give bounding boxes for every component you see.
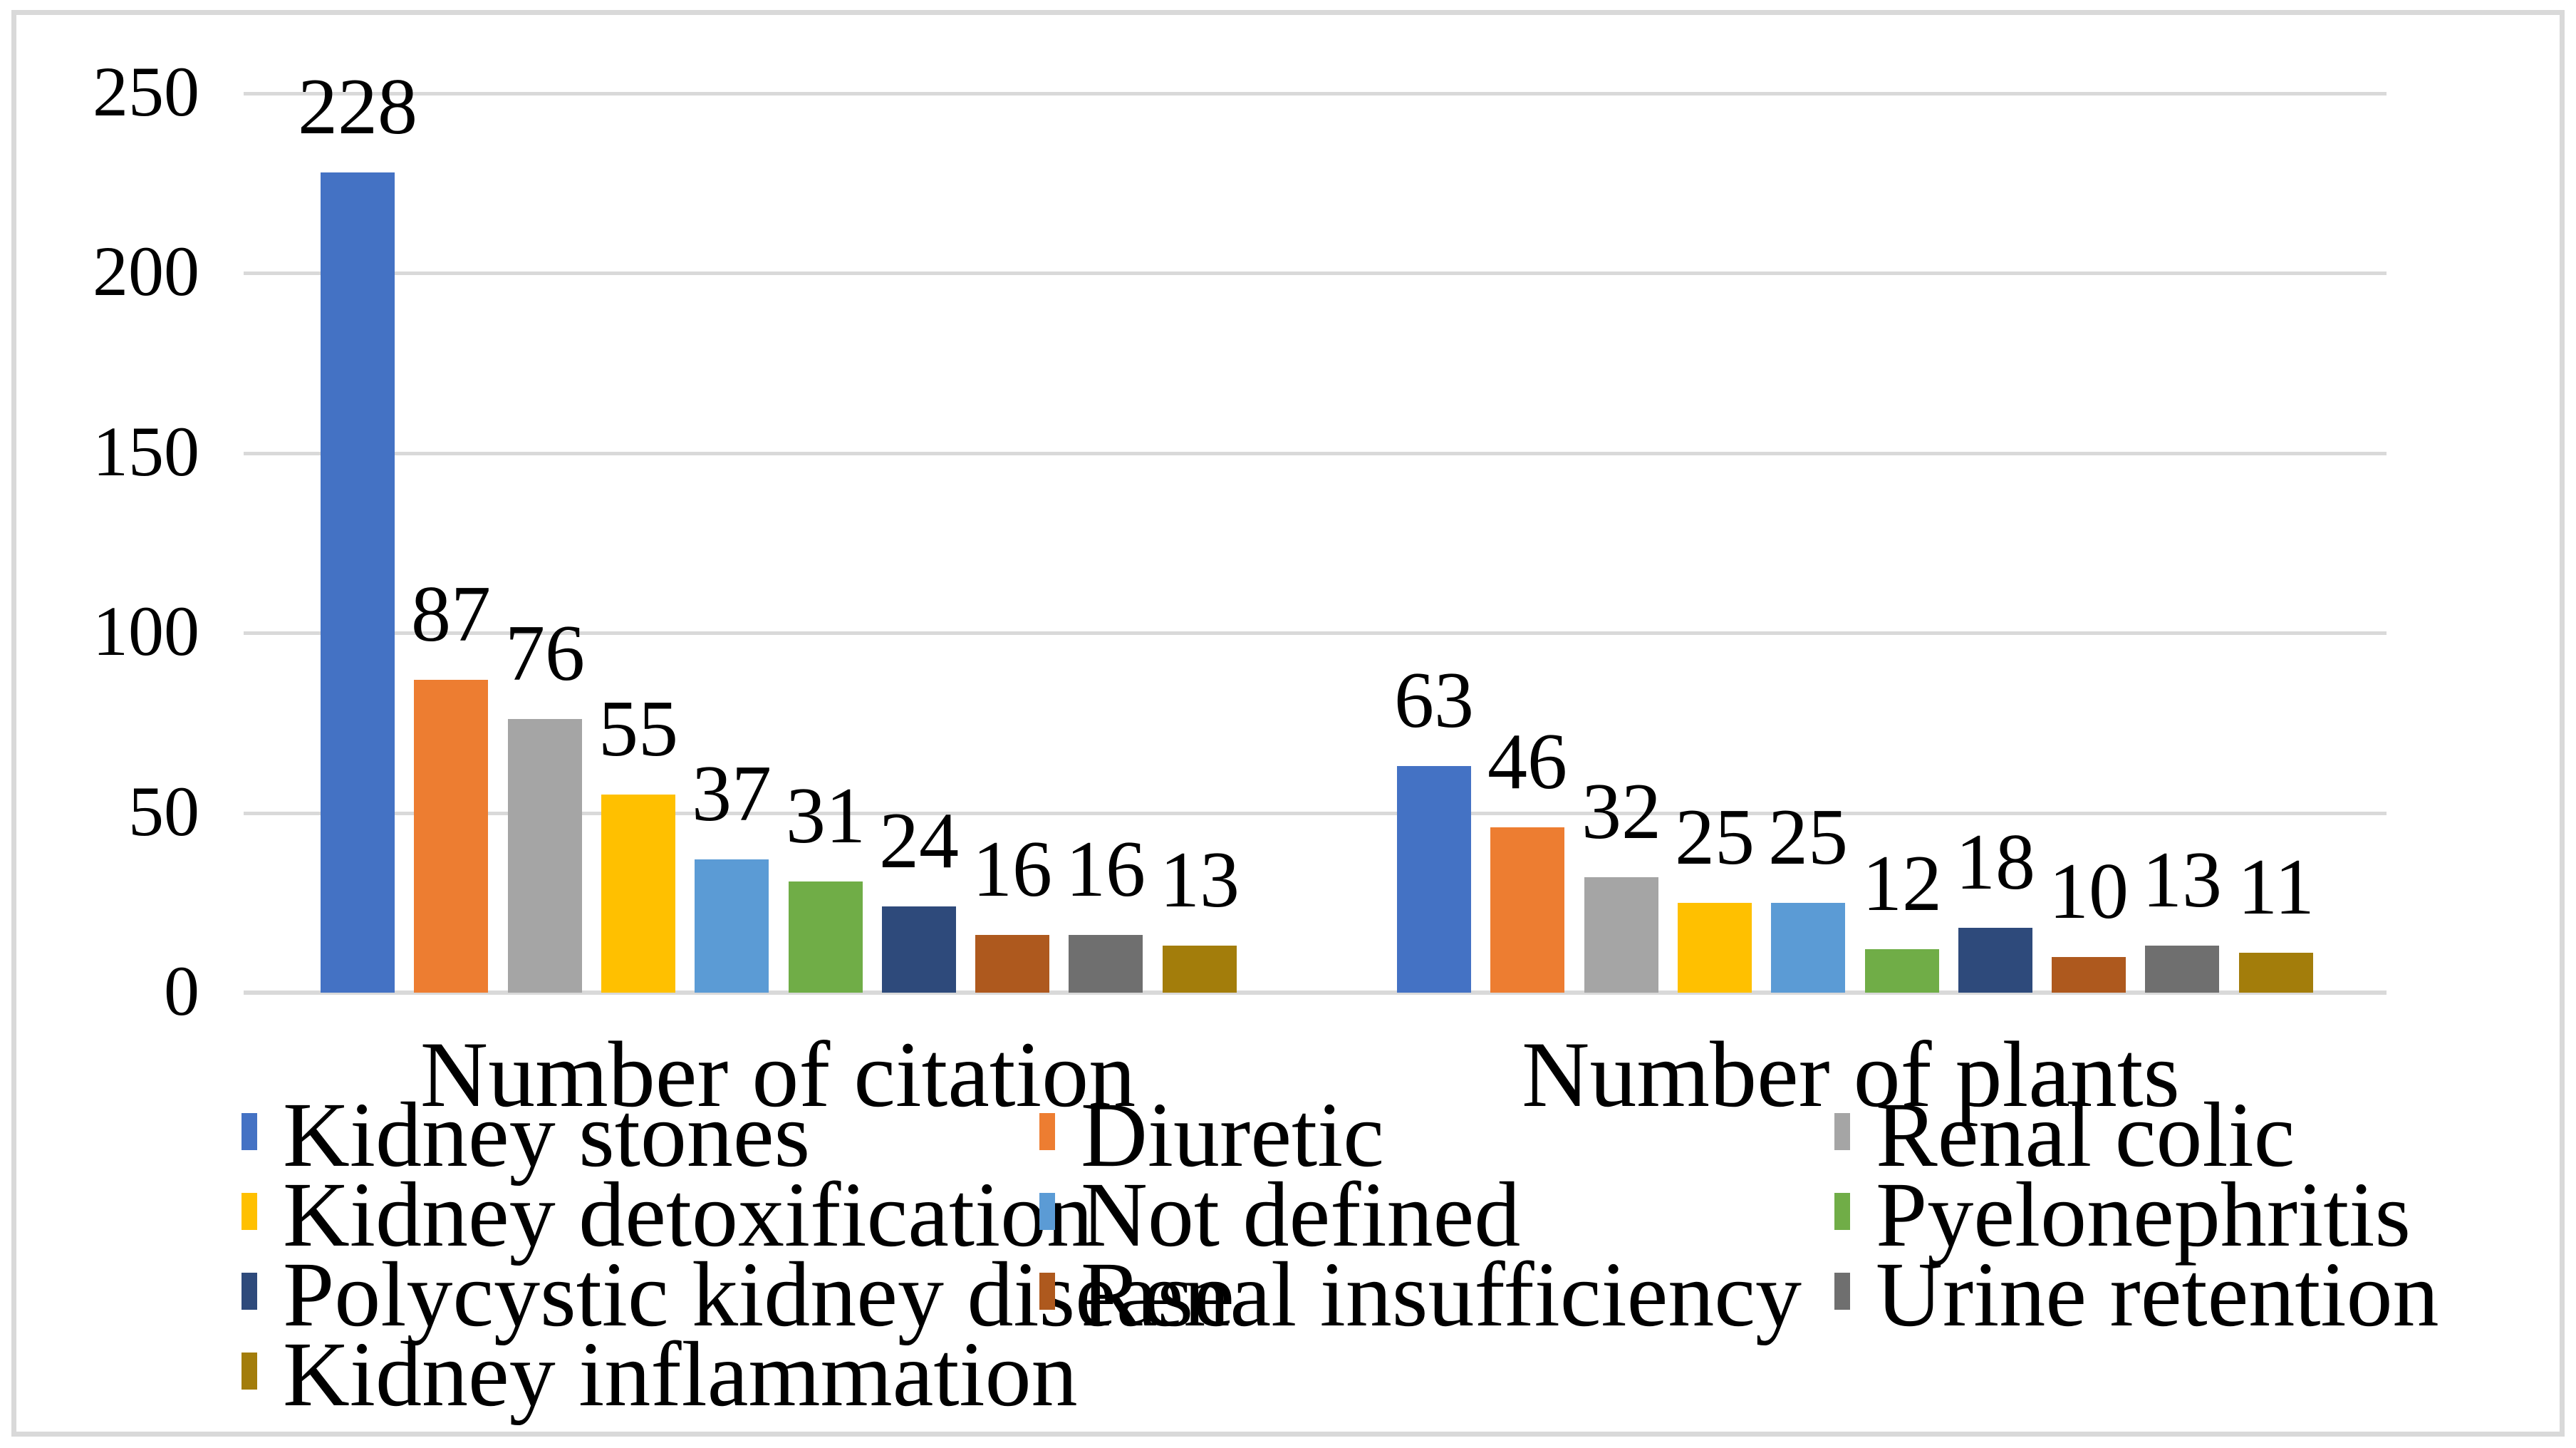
bar-kidney-stones-plants	[1397, 766, 1471, 993]
value-label-kidney-stones-citations: 228	[298, 63, 417, 151]
legend-swatch-not-defined	[1039, 1193, 1055, 1230]
value-label-kidney-detoxification-plants: 25	[1675, 793, 1755, 881]
bar-kidney-inflammation-plants	[2239, 953, 2313, 993]
y-tick-250: 250	[93, 52, 199, 131]
y-tick-50: 50	[128, 771, 199, 851]
gridline-200	[244, 272, 2387, 276]
gridline-150	[244, 451, 2387, 455]
value-label-renal-insufficiency-citations: 16	[972, 825, 1052, 914]
legend-label-not-defined: Not defined	[1081, 1164, 1521, 1266]
legend-swatch-diuretic	[1039, 1113, 1055, 1150]
bar-diuretic-citations	[414, 680, 488, 993]
bar-not-defined-citations	[695, 859, 769, 993]
bar-kidney-stones-citations	[321, 172, 395, 993]
x-category-label-number-of-citation: Number of citation	[420, 1022, 1136, 1127]
legend-label-kidney-stones: Kidney stones	[283, 1084, 811, 1186]
value-label-kidney-stones-plants: 63	[1394, 656, 1474, 745]
value-label-pyelonephritis-plants: 12	[1862, 839, 1942, 928]
bar-pyelonephritis-plants	[1865, 949, 1939, 993]
value-label-renal-insufficiency-plants: 10	[2049, 847, 2129, 936]
value-label-kidney-inflammation-plants: 11	[2238, 843, 2315, 931]
legend-label-polycystic-kidney-disease: Polycystic kidney disease	[283, 1243, 1235, 1346]
value-label-renal-colic-plants: 32	[1582, 767, 1661, 856]
value-label-not-defined-citations: 37	[692, 750, 772, 838]
bar-renal-colic-citations	[508, 719, 582, 993]
value-label-urine-retention-citations: 16	[1066, 825, 1146, 914]
legend-swatch-renal-insufficiency	[1039, 1273, 1055, 1310]
x-axis-line	[244, 991, 2387, 995]
bar-urine-retention-plants	[2145, 946, 2219, 993]
bar-renal-insufficiency-citations	[975, 935, 1049, 993]
legend-swatch-kidney-detoxification	[242, 1193, 257, 1230]
bar-kidney-detoxification-plants	[1678, 903, 1752, 993]
value-label-kidney-detoxification-citations: 55	[598, 685, 678, 773]
value-label-diuretic-plants: 46	[1487, 718, 1567, 806]
value-label-polycystic-kidney-disease-plants: 18	[1956, 818, 2035, 906]
bar-polycystic-kidney-disease-plants	[1958, 928, 2032, 993]
legend-label-kidney-detoxification: Kidney detoxification	[283, 1164, 1094, 1266]
value-label-renal-colic-citations: 76	[505, 609, 585, 698]
gridline-100	[244, 631, 2387, 636]
bar-kidney-detoxification-citations	[601, 795, 675, 993]
gridline-50	[244, 811, 2387, 815]
legend-swatch-kidney-stones	[242, 1113, 257, 1150]
legend-swatch-kidney-inflammation	[242, 1353, 257, 1390]
value-label-diuretic-citations: 87	[411, 570, 491, 658]
legend-label-pyelonephritis: Pyelonephritis	[1876, 1164, 2411, 1266]
legend-label-renal-insufficiency: Renal insufficiency	[1081, 1243, 1802, 1346]
x-category-label-number-of-plants: Number of plants	[1522, 1022, 2180, 1127]
bar-not-defined-plants	[1771, 903, 1845, 993]
legend-swatch-renal-colic	[1834, 1113, 1850, 1150]
value-label-not-defined-plants: 25	[1768, 793, 1848, 881]
value-label-kidney-inflammation-citations: 13	[1160, 836, 1240, 924]
bar-pyelonephritis-citations	[789, 881, 863, 993]
legend-label-kidney-inflammation: Kidney inflammation	[283, 1323, 1078, 1426]
value-label-polycystic-kidney-disease-citations: 24	[879, 797, 959, 885]
y-tick-200: 200	[93, 232, 199, 311]
legend-label-renal-colic: Renal colic	[1876, 1084, 2295, 1186]
legend-label-diuretic: Diuretic	[1081, 1084, 1384, 1186]
bar-diuretic-plants	[1490, 827, 1564, 993]
legend-swatch-urine-retention	[1834, 1273, 1850, 1310]
bar-renal-insufficiency-plants	[2052, 957, 2126, 993]
value-label-urine-retention-plants: 13	[2142, 836, 2222, 924]
legend-swatch-polycystic-kidney-disease	[242, 1273, 257, 1310]
y-tick-150: 150	[93, 411, 199, 491]
value-label-pyelonephritis-citations: 31	[786, 772, 866, 860]
bar-renal-colic-plants	[1584, 877, 1658, 993]
y-tick-0: 0	[164, 951, 199, 1030]
y-tick-100: 100	[93, 591, 199, 671]
bar-polycystic-kidney-disease-citations	[882, 906, 956, 993]
legend-swatch-pyelonephritis	[1834, 1193, 1850, 1230]
gridline-250	[244, 92, 2387, 95]
bar-urine-retention-citations	[1069, 935, 1143, 993]
bar-kidney-inflammation-citations	[1163, 946, 1237, 993]
legend-label-urine-retention: Urine retention	[1876, 1243, 2439, 1346]
